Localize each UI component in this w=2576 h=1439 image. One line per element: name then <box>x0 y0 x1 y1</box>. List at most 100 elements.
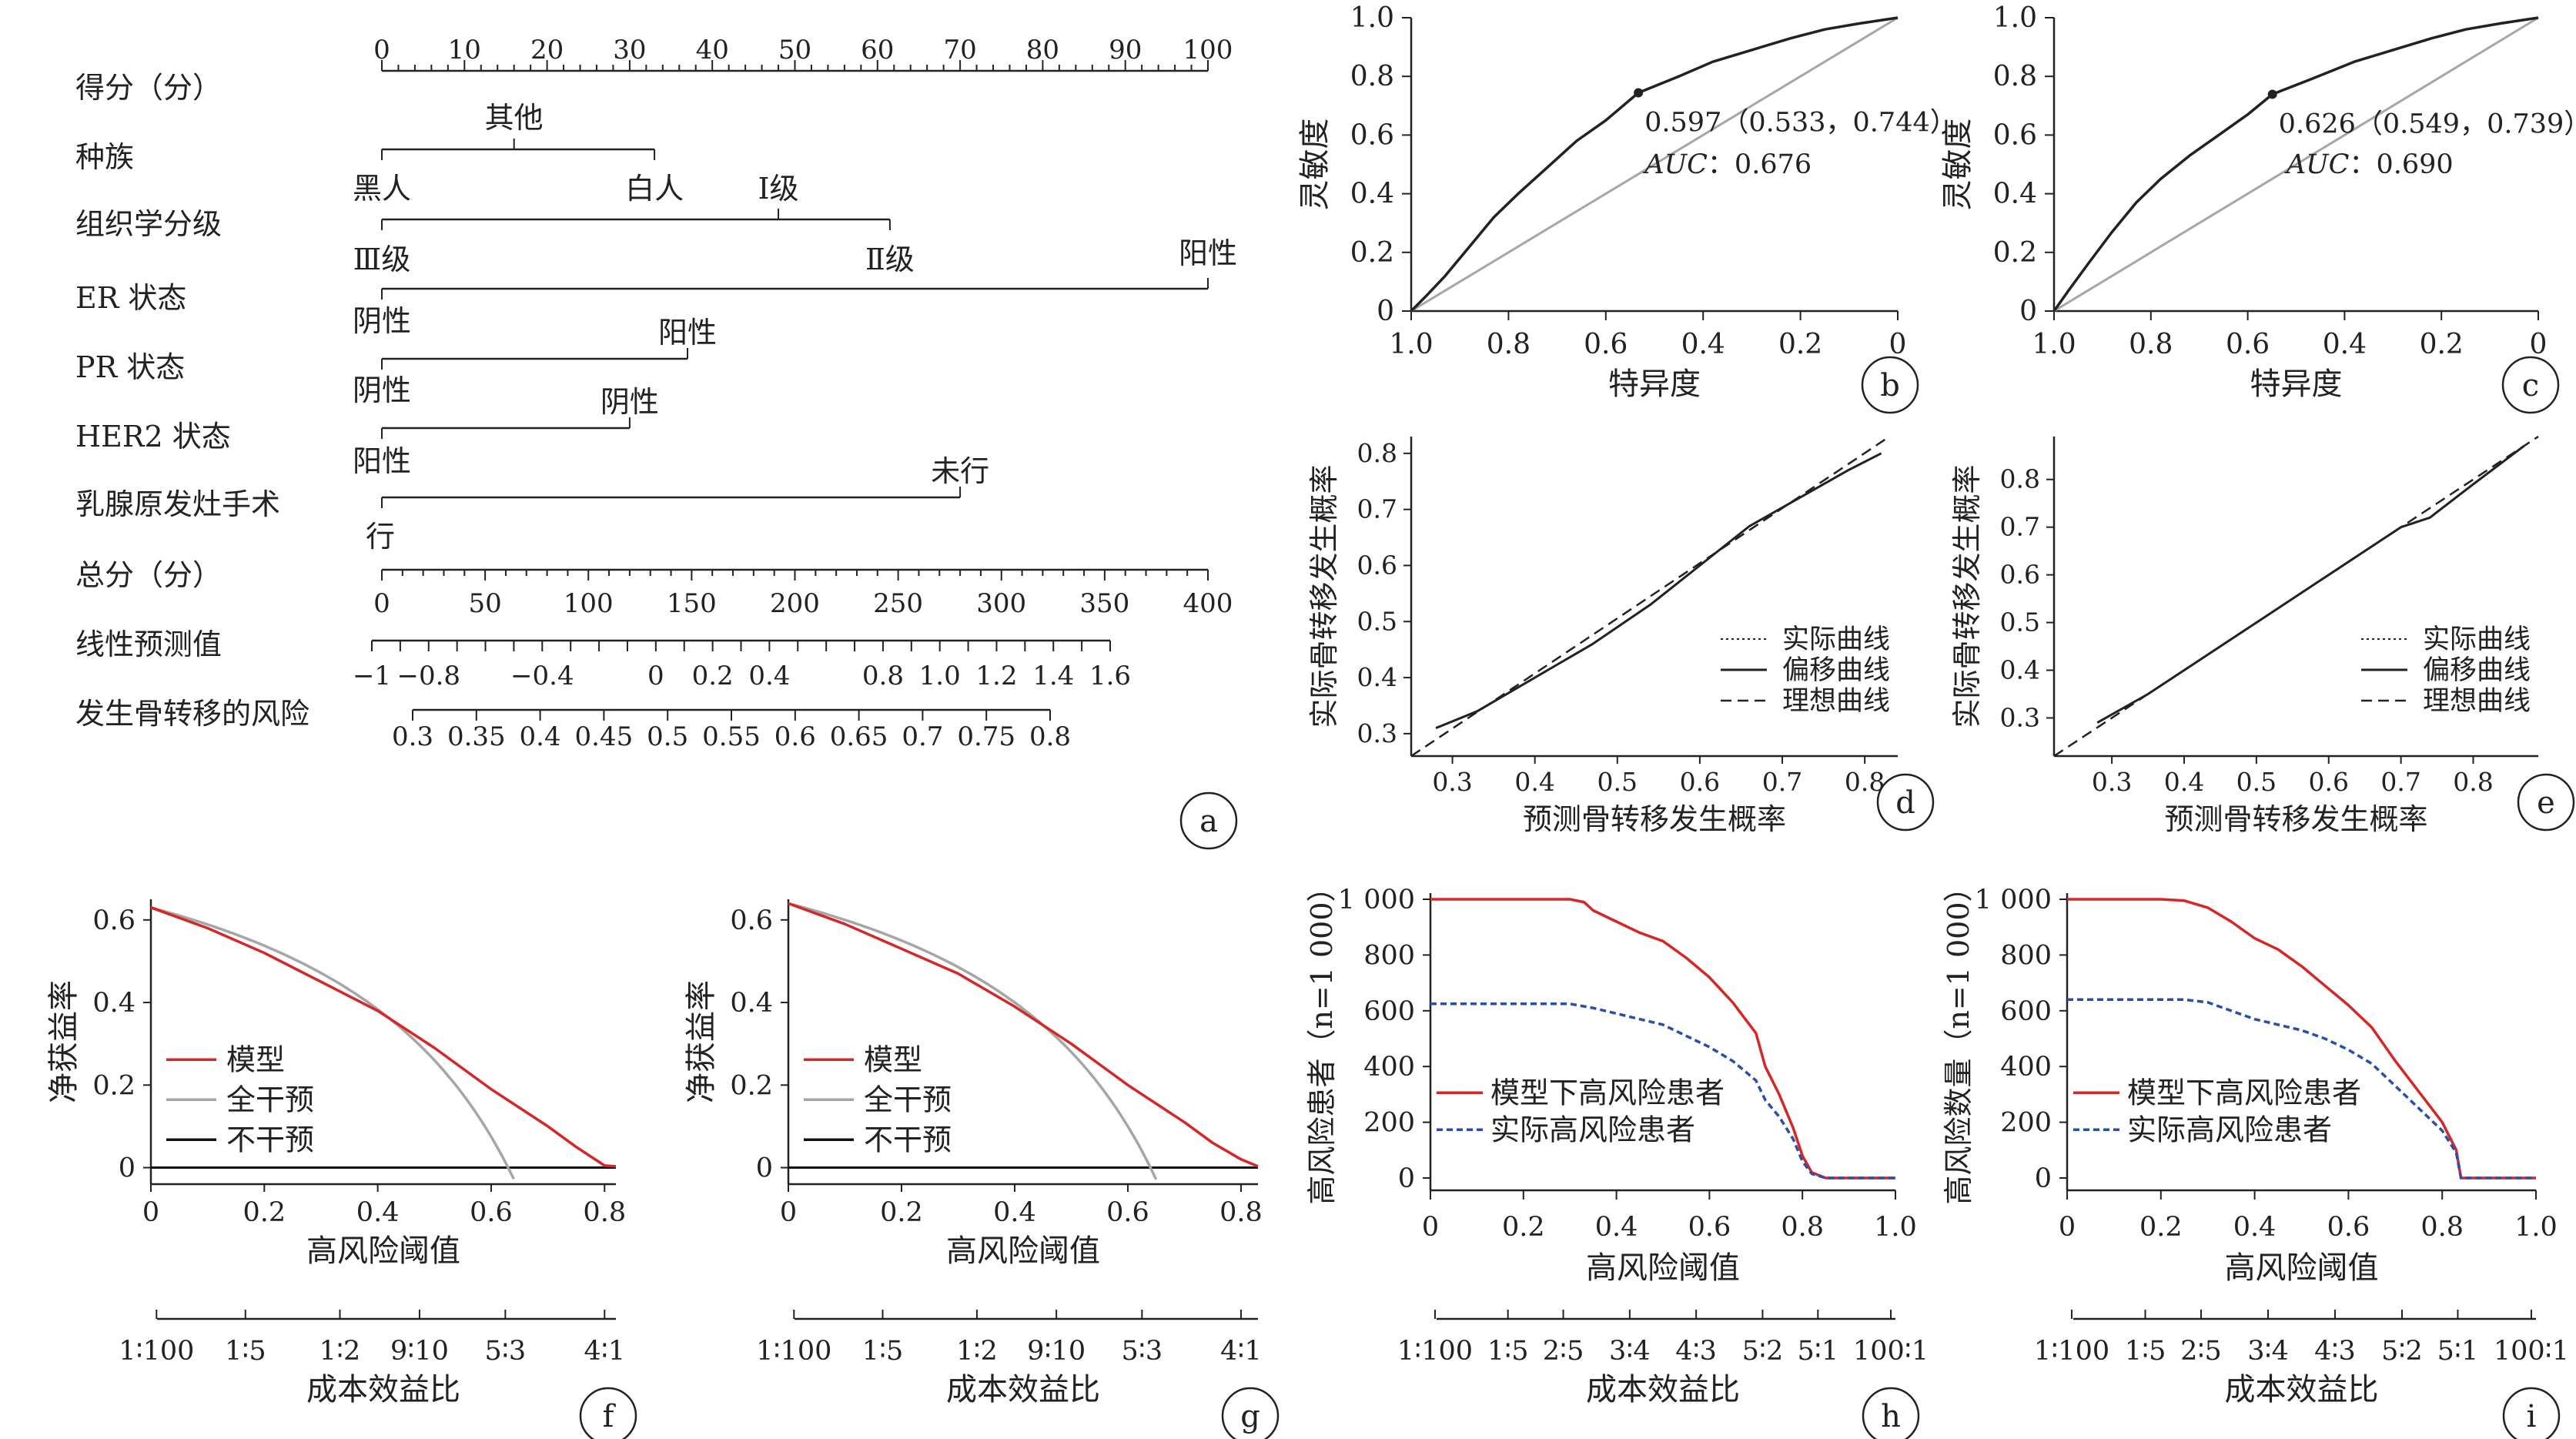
x-tick-label: 0 <box>2530 329 2548 360</box>
y-tick-label: 0.8 <box>1350 61 1394 92</box>
lp-tick-label: −0.8 <box>396 661 460 691</box>
lp-tick-label: −0.4 <box>510 661 574 691</box>
cost-benefit-tick-label: 1∶100 <box>1397 1336 1473 1367</box>
cost-benefit-tick-label: 9∶10 <box>1027 1336 1086 1367</box>
cost-benefit-tick-label: 3∶4 <box>1609 1336 1651 1367</box>
y-tick-label: 0.5 <box>2000 607 2040 638</box>
y-tick-label: 0.4 <box>92 988 135 1019</box>
panel-label-d: d <box>1895 785 1915 821</box>
her2-level: 阴性 <box>601 385 659 419</box>
x-axis-label: 预测骨转移发生概率 <box>2164 802 2427 836</box>
nomogram-row-label: 乳腺原发灶手术 <box>75 487 280 521</box>
treat-all-curve <box>150 906 515 1180</box>
y-tick-label: 0.2 <box>1350 237 1394 269</box>
y-tick-label: 0.3 <box>2000 702 2040 732</box>
x-tick-label: 0.8 <box>1487 329 1531 360</box>
x-tick-label: 0 <box>1422 1212 1439 1243</box>
x-tick-label: 0.6 <box>1680 767 1720 797</box>
auc-value: ：0.676 <box>1708 149 1812 180</box>
x-tick-label: 0.6 <box>2226 329 2270 360</box>
y-tick-label: 0.4 <box>1993 179 2037 210</box>
total-tick-label: 400 <box>1183 588 1233 619</box>
cost-benefit-tick-label: 5∶1 <box>1797 1336 1838 1367</box>
y-tick-label: 0.4 <box>1350 179 1394 210</box>
x-tick-label: 0.3 <box>1432 767 1472 797</box>
points-tick-label: 60 <box>861 35 894 65</box>
cost-benefit-tick-label: 5∶1 <box>2437 1336 2479 1367</box>
cost-benefit-tick-label: 1∶5 <box>225 1336 266 1367</box>
lp-tick-label: 0.2 <box>692 661 734 691</box>
y-tick-label: 1 000 <box>1338 885 1415 915</box>
x-tick-label: 0.4 <box>356 1197 400 1228</box>
panel-label-f-circle <box>579 1387 637 1439</box>
y-tick-label: 0.2 <box>1993 237 2037 269</box>
risk-tick-label: 0.75 <box>957 721 1015 752</box>
auc-label-italic: AUC <box>2284 149 2350 180</box>
risk-tick-label: 0.5 <box>647 721 688 752</box>
points-tick-label: 50 <box>778 35 811 65</box>
x-tick-label: 0.3 <box>2092 767 2132 797</box>
y-tick-label: 0 <box>756 1153 773 1184</box>
surgery-level: 行 <box>366 520 395 554</box>
y-tick-label: 0.6 <box>730 905 773 936</box>
points-tick-label: 40 <box>696 35 729 65</box>
y-tick-label: 1.0 <box>1993 2 2037 34</box>
cutoff-label: 0.597（0.533，0.744） <box>1644 108 1957 139</box>
panel-label-b: b <box>1880 368 1900 403</box>
legend-label: 模型下高风险患者 <box>2127 1076 2361 1109</box>
x-tick-label: 0.6 <box>2309 767 2349 797</box>
x-tick-label: 0.4 <box>2233 1212 2277 1243</box>
legend-label: 不干预 <box>226 1123 314 1156</box>
panel-label-e: e <box>2537 785 2555 821</box>
panel-label-g: g <box>1240 1399 1260 1434</box>
x-axis-label: 特异度 <box>2250 366 2343 402</box>
lp-tick-label: −1 <box>353 661 391 691</box>
y-tick-label: 0.8 <box>2000 464 2040 494</box>
y-tick-label: 800 <box>2000 940 2052 971</box>
risk-tick-label: 0.4 <box>520 721 561 752</box>
y-tick-label: 600 <box>1363 996 1415 1027</box>
nomogram-row-label: PR 状态 <box>75 350 185 384</box>
clinical-impact-panel-i: 0 0.2 0.4 0.6 0.8 1.0 0 200 400 600 800 1 000 高风险阈值 高… <box>1942 872 2569 1439</box>
total-tick-label: 250 <box>873 588 923 619</box>
panel-label-a-circle <box>1179 791 1238 850</box>
y-tick-label: 0.8 <box>1357 438 1397 468</box>
legend-label: 实际高风险患者 <box>2127 1113 2332 1146</box>
x-tick-label: 0.6 <box>470 1197 513 1228</box>
x-tick-label: 1.0 <box>2514 1212 2558 1243</box>
calibration-panel-e: 0.3 0.4 0.5 0.6 0.7 0.8 0.3 0.4 0.5 0.6 0.7 0.8 预测骨转… <box>1950 435 2575 836</box>
points-tick-label: 100 <box>1183 35 1233 65</box>
panel-label-i-circle <box>2502 1387 2561 1439</box>
pr-level: 阳性 <box>658 316 717 350</box>
decision-curve-panel-f: 0 0.2 0.4 0.6 0.8 0 0.2 0.4 0.6 高风险阈值 净获益率 模型全干预不干预… <box>46 899 637 1439</box>
bias-corrected-curve <box>2096 445 2525 724</box>
x-tick-label: 0.4 <box>2164 767 2204 797</box>
x-tick-label: 0.4 <box>2323 329 2367 360</box>
x-tick-label: 1.0 <box>1389 329 1433 360</box>
total-tick-label: 50 <box>468 588 501 619</box>
total-tick-label: 350 <box>1079 588 1129 619</box>
x-tick-label: 0.6 <box>1106 1197 1149 1228</box>
x-tick-label: 0 <box>1889 329 1907 360</box>
race-level: 黑人 <box>353 172 411 206</box>
lp-tick-label: 1.0 <box>919 661 961 691</box>
reference-diagonal <box>2053 16 2539 313</box>
x-tick-label: 0.7 <box>1762 767 1802 797</box>
points-tick-label: 30 <box>613 35 646 65</box>
legend-label: 实际高风险患者 <box>1490 1113 1695 1146</box>
auc-label-italic: AUC <box>1642 149 1708 180</box>
y-tick-label: 0.2 <box>92 1070 135 1101</box>
roc-curve <box>2052 16 2539 313</box>
legend-label: 实际曲线 <box>1782 624 1890 655</box>
legend-label: 实际曲线 <box>2423 624 2531 655</box>
x-axis-label: 高风险阈值 <box>2225 1250 2379 1286</box>
cost-benefit-tick-label: 1∶2 <box>319 1336 361 1367</box>
total-tick-label: 200 <box>770 588 820 619</box>
calibration-panel-d: 0.3 0.4 0.5 0.6 0.7 0.8 0.3 0.4 0.5 0.6 0.7 0.8 预测骨转… <box>1307 435 1935 836</box>
nomogram-row-label: HER2 状态 <box>75 420 231 453</box>
cost-benefit-tick-label: 9∶10 <box>390 1336 449 1367</box>
y-tick-label: 400 <box>2000 1052 2052 1083</box>
panel-label-c-circle <box>2501 356 2560 414</box>
total-tick-label: 300 <box>976 588 1026 619</box>
y-tick-label: 0.7 <box>2000 512 2040 542</box>
